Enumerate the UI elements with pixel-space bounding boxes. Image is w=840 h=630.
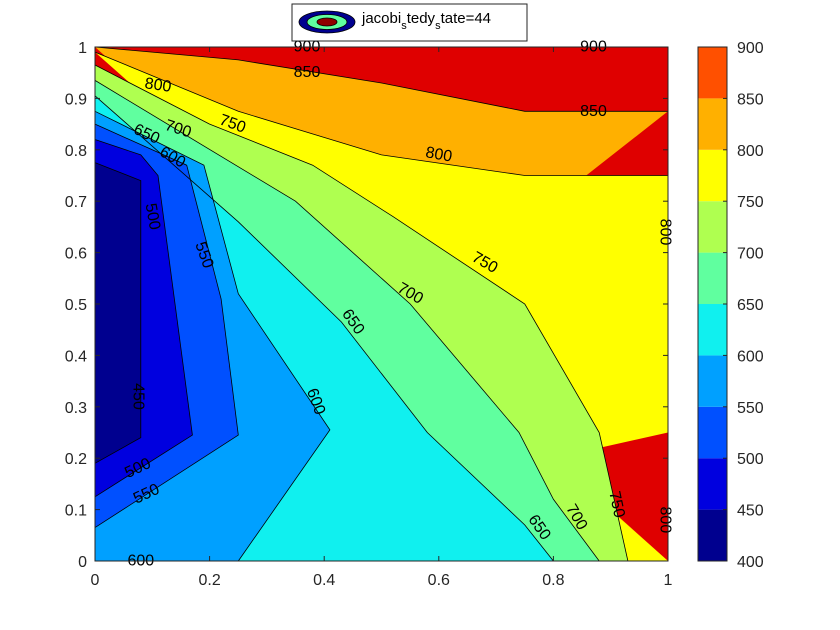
colorbar-tick-label: 750 (737, 194, 764, 211)
colorbar-tick-label: 550 (737, 400, 764, 417)
colorbar-tick-label: 400 (737, 554, 764, 571)
contour-label: 750 (605, 490, 627, 520)
colorbar-block-650 (698, 252, 727, 304)
colorbar-tick-label: 450 (737, 503, 764, 520)
colorbar-tick-label: 900 (737, 40, 764, 57)
contour-line-650 (94, 95, 554, 562)
colorbar-block-500 (698, 406, 727, 459)
y-tick-label: 0.9 (65, 91, 87, 108)
y-tick-label: 1 (78, 40, 87, 57)
y-tick-label: 0.8 (65, 143, 87, 160)
y-tick-label: 0.7 (65, 194, 87, 211)
contour-line-550 (94, 123, 239, 528)
legend-box (291, 3, 528, 42)
y-axis: 0 0.1 0.2 0.3 0.4 0.5 0.6 0.7 0.8 0.9 1 (65, 40, 668, 571)
colorbar-blocks (698, 47, 727, 561)
x-tick-label: 0.4 (313, 572, 335, 589)
contour-label: 800 (657, 219, 674, 246)
y-tick-label: 0.5 (65, 297, 87, 314)
x-tick-label: 0.8 (542, 572, 564, 589)
colorbar-block-600 (698, 304, 727, 356)
x-tick-label: 1 (664, 572, 673, 589)
colorbar-tick-label: 650 (737, 297, 764, 314)
contour-label: 800 (144, 75, 173, 96)
colorbar-block-700 (698, 201, 727, 253)
legend: jacobistedystate=44 (291, 3, 528, 42)
colorbar-block-800 (698, 98, 727, 150)
contour-label: 800 (424, 144, 453, 165)
x-tick-label: 0.6 (428, 572, 450, 589)
colorbar-block-750 (698, 149, 727, 202)
contour-line-500 (94, 139, 193, 498)
y-tick-label: 0.6 (65, 246, 87, 263)
contour-fills (95, 47, 668, 562)
x-tick-label: 0.2 (198, 572, 220, 589)
colorbar-ticks: 400 450 500 550 600 650 700 750 800 850 900 (723, 40, 764, 571)
colorbar: 400 450 500 550 600 650 700 750 800 850 900 (697, 40, 764, 571)
contour-label: 800 (657, 507, 674, 534)
y-tick-label: 0.2 (65, 451, 87, 468)
colorbar-block-550 (698, 355, 727, 407)
colorbar-tick-label: 600 (737, 348, 764, 365)
contour-label: 500 (142, 202, 163, 231)
contour-labels: 900 9008508508008008008007507507507007007… (122, 39, 673, 570)
colorbar-tick-label: 800 (737, 143, 764, 160)
x-axis: 0 0.2 0.4 0.6 0.8 1 (91, 47, 673, 589)
colorbar-block-400 (698, 509, 727, 561)
contour-line-700 (94, 80, 600, 562)
y-tick-label: 0.3 (65, 400, 87, 417)
legend-contour-icon (298, 10, 356, 34)
y-tick-label: 0.4 (65, 348, 87, 365)
contour-line-600 (94, 110, 331, 562)
plot-area: 900 9008508508008008008007507507507007007… (94, 39, 674, 570)
colorbar-tick-label: 850 (737, 91, 764, 108)
legend-label: jacobistedystate=44 (361, 10, 491, 32)
x-tick-label: 0 (91, 572, 100, 589)
contour-label: 450 (129, 383, 146, 410)
colorbar-block-850 (698, 47, 727, 99)
y-tick-label: 0 (78, 554, 87, 571)
colorbar-block-450 (698, 458, 727, 510)
contour-label: 850 (294, 64, 321, 81)
y-tick-label: 0.1 (65, 503, 87, 520)
contour-line-750 (94, 64, 629, 562)
contour-label: 850 (580, 103, 607, 120)
colorbar-tick-label: 700 (737, 246, 764, 263)
colorbar-tick-label: 500 (737, 451, 764, 468)
contour-line-450 (94, 162, 142, 464)
contour-fill-400 (95, 162, 141, 464)
contour-line-850 (94, 46, 668, 112)
